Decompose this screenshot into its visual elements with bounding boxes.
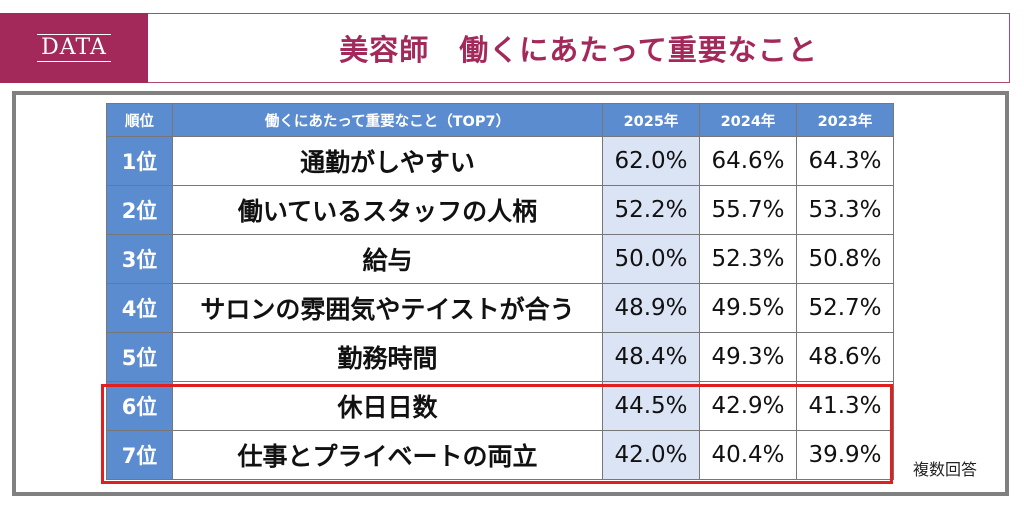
rank-cell: 7位 bbox=[106, 430, 173, 480]
item-cell: 勤務時間 bbox=[172, 332, 603, 382]
rank-cell: 1位 bbox=[106, 136, 173, 186]
header-rank: 順位 bbox=[106, 103, 173, 137]
item-cell: 給与 bbox=[172, 234, 603, 284]
value-2025: 48.9% bbox=[602, 283, 700, 333]
item-cell: 仕事とプライベートの両立 bbox=[172, 430, 603, 480]
item-cell: 通勤がしやすい bbox=[172, 136, 603, 186]
table-row: 6位 休日日数 44.5% 42.9% 41.3% bbox=[106, 381, 894, 431]
value-2025: 44.5% bbox=[602, 381, 700, 431]
table-row: 3位 給与 50.0% 52.3% 50.8% bbox=[106, 234, 894, 284]
table-row: 5位 勤務時間 48.4% 49.3% 48.6% bbox=[106, 332, 894, 382]
value-2025: 48.4% bbox=[602, 332, 700, 382]
value-2024: 64.6% bbox=[699, 136, 797, 186]
rank-cell: 4位 bbox=[106, 283, 173, 333]
value-2024: 52.3% bbox=[699, 234, 797, 284]
value-2024: 49.3% bbox=[699, 332, 797, 382]
header-2024: 2024年 bbox=[699, 103, 797, 137]
page-title: 美容師 働くにあたって重要なこと bbox=[148, 13, 1010, 83]
value-2023: 50.8% bbox=[796, 234, 894, 284]
value-2024: 42.9% bbox=[699, 381, 797, 431]
header-2023: 2023年 bbox=[796, 103, 894, 137]
rank-cell: 2位 bbox=[106, 185, 173, 235]
value-2024: 49.5% bbox=[699, 283, 797, 333]
rank-cell: 5位 bbox=[106, 332, 173, 382]
value-2025: 42.0% bbox=[602, 430, 700, 480]
value-2023: 48.6% bbox=[796, 332, 894, 382]
value-2025: 52.2% bbox=[602, 185, 700, 235]
ranking-table: 順位 働くにあたって重要なこと（TOP7） 2025年 2024年 2023年 … bbox=[106, 103, 894, 480]
value-2023: 39.9% bbox=[796, 430, 894, 480]
rank-cell: 3位 bbox=[106, 234, 173, 284]
table-row: 1位 通勤がしやすい 62.0% 64.6% 64.3% bbox=[106, 136, 894, 186]
multiple-answers-note: 複数回答 bbox=[913, 460, 978, 479]
data-badge: DATA bbox=[0, 13, 148, 83]
table-row: 2位 働いているスタッフの人柄 52.2% 55.7% 53.3% bbox=[106, 185, 894, 235]
value-2023: 53.3% bbox=[796, 185, 894, 235]
value-2024: 55.7% bbox=[699, 185, 797, 235]
item-cell: 休日日数 bbox=[172, 381, 603, 431]
item-cell: 働いているスタッフの人柄 bbox=[172, 185, 603, 235]
data-badge-label: DATA bbox=[37, 34, 111, 62]
value-2025: 62.0% bbox=[602, 136, 700, 186]
value-2023: 41.3% bbox=[796, 381, 894, 431]
rank-cell: 6位 bbox=[106, 381, 173, 431]
value-2023: 52.7% bbox=[796, 283, 894, 333]
table-frame bbox=[12, 91, 1009, 496]
value-2025: 50.0% bbox=[602, 234, 700, 284]
item-cell: サロンの雰囲気やテイストが合う bbox=[172, 283, 603, 333]
table-row: 4位 サロンの雰囲気やテイストが合う 48.9% 49.5% 52.7% bbox=[106, 283, 894, 333]
value-2024: 40.4% bbox=[699, 430, 797, 480]
header-2025: 2025年 bbox=[602, 103, 700, 137]
table-row: 7位 仕事とプライベートの両立 42.0% 40.4% 39.9% bbox=[106, 430, 894, 480]
value-2023: 64.3% bbox=[796, 136, 894, 186]
table-header-row: 順位 働くにあたって重要なこと（TOP7） 2025年 2024年 2023年 bbox=[106, 103, 894, 137]
header-item: 働くにあたって重要なこと（TOP7） bbox=[172, 103, 603, 137]
